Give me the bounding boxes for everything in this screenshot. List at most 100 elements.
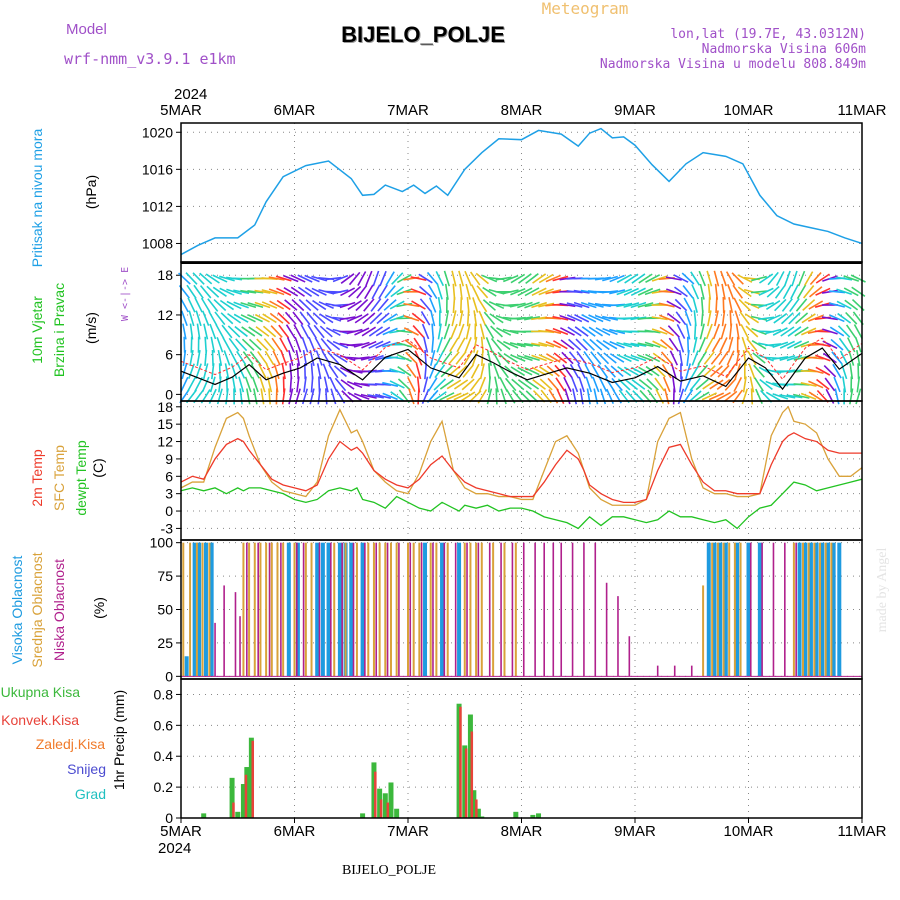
wind-barb xyxy=(632,390,645,403)
wind-barb xyxy=(562,364,573,379)
low-cloud-bar xyxy=(214,622,216,677)
wind-barb xyxy=(185,272,198,285)
wind-barb xyxy=(593,388,599,405)
wind-barb xyxy=(772,341,789,348)
wind-barb xyxy=(323,376,329,393)
wind-barb xyxy=(311,287,327,296)
wind-barb xyxy=(403,315,420,322)
wind-barb xyxy=(751,275,767,282)
high-cloud-bar xyxy=(295,542,300,677)
wind-barb xyxy=(800,392,817,400)
wind-barb xyxy=(503,340,519,349)
wind-barb xyxy=(421,323,430,340)
wind-barb xyxy=(716,378,731,390)
mid-cloud-bar xyxy=(253,542,256,677)
wind-barb xyxy=(403,302,420,308)
wind-barb xyxy=(733,376,743,392)
wind-barb xyxy=(568,351,581,365)
wind-barb xyxy=(688,390,702,403)
wind-barb xyxy=(300,324,310,339)
low-cloud-bar xyxy=(500,542,502,677)
ytick-label: 6 xyxy=(165,468,173,484)
wind-barb xyxy=(726,350,735,366)
wind-barb xyxy=(186,377,197,392)
wind-barb xyxy=(838,337,850,352)
wind-barb xyxy=(552,315,569,321)
wind-barb xyxy=(824,377,836,392)
wind-barb xyxy=(212,274,228,283)
mid-cloud-bar xyxy=(242,542,245,677)
wind-barb xyxy=(201,310,210,326)
mid-cloud-bar xyxy=(716,542,719,677)
wind-barb xyxy=(454,365,468,378)
wind-barb xyxy=(685,363,692,380)
wind-barb xyxy=(686,349,690,367)
wind-barb xyxy=(725,271,736,286)
wind-barb xyxy=(684,310,692,327)
wind-barb xyxy=(616,353,632,363)
conv-precip-bar xyxy=(251,740,255,818)
wind-barb xyxy=(367,394,384,399)
wind-barb xyxy=(365,270,373,287)
wind-barb xyxy=(424,363,428,380)
mid-cloud-bar xyxy=(792,542,795,677)
high-cloud-bar xyxy=(808,542,813,677)
wind-barb xyxy=(279,337,289,353)
mid-cloud-bar xyxy=(514,542,517,677)
low-cloud-bar xyxy=(772,542,775,677)
high-cloud-bar xyxy=(349,542,354,677)
wind-barb xyxy=(372,270,380,287)
wind-barb xyxy=(496,339,511,351)
wind-barb xyxy=(689,377,701,392)
temp-ylabel-sfc: SFC Temp xyxy=(51,445,67,511)
wind-barb xyxy=(254,301,271,309)
wind-barb xyxy=(428,297,437,313)
mid-cloud-bar xyxy=(446,542,449,677)
wind-barb xyxy=(490,337,503,352)
wind-barb xyxy=(419,285,433,298)
wind-barb xyxy=(624,378,639,391)
top-date-label: 8MAR xyxy=(501,102,543,119)
mid-cloud-bar xyxy=(475,542,478,677)
conv-precip-bar xyxy=(379,799,383,818)
wind-barb xyxy=(678,349,684,367)
wind-barb xyxy=(588,314,604,323)
wind-barb xyxy=(455,351,467,365)
total-precip-bar xyxy=(536,813,542,818)
wind-barb xyxy=(214,311,226,326)
wind-barb xyxy=(690,363,700,379)
wind-barb xyxy=(675,311,687,326)
wind-barb xyxy=(740,324,750,339)
wind-barb xyxy=(200,297,211,313)
elevation: Nadmorska Visina 606m xyxy=(702,42,867,57)
wind-barb xyxy=(623,354,640,362)
wind-barb xyxy=(382,327,398,336)
wind-barb xyxy=(461,378,475,391)
top-date-label: 10MAR xyxy=(723,102,773,119)
wind-barb xyxy=(235,338,248,352)
cloud-ylabel-mid: Srednja Oblacnost xyxy=(29,552,45,667)
wind-barb xyxy=(676,324,686,339)
wind-speed-line xyxy=(180,347,863,391)
wind-barb xyxy=(616,288,633,296)
mid-cloud-bar xyxy=(367,542,370,677)
pressure-line xyxy=(180,127,863,256)
mid-cloud-bar xyxy=(807,542,810,677)
high-cloud-bar xyxy=(320,542,325,677)
wind-barb xyxy=(712,323,721,340)
wind-barb xyxy=(585,376,593,393)
wind-barb xyxy=(566,314,583,323)
wind-barb xyxy=(746,337,758,352)
ytick-label: 0 xyxy=(165,810,173,826)
wind-barb xyxy=(319,325,333,338)
wind-barb xyxy=(250,363,260,379)
wind-barb xyxy=(697,350,708,366)
wind-barb xyxy=(432,391,447,402)
wind-barb xyxy=(703,351,715,365)
wind-barb xyxy=(789,298,800,312)
wind-barb xyxy=(485,337,494,353)
wind-barb xyxy=(554,364,567,378)
wind-barb xyxy=(728,323,733,340)
wind-barb xyxy=(313,324,325,339)
lonlat: lon,lat (19.7E, 43.0312N) xyxy=(670,27,866,42)
